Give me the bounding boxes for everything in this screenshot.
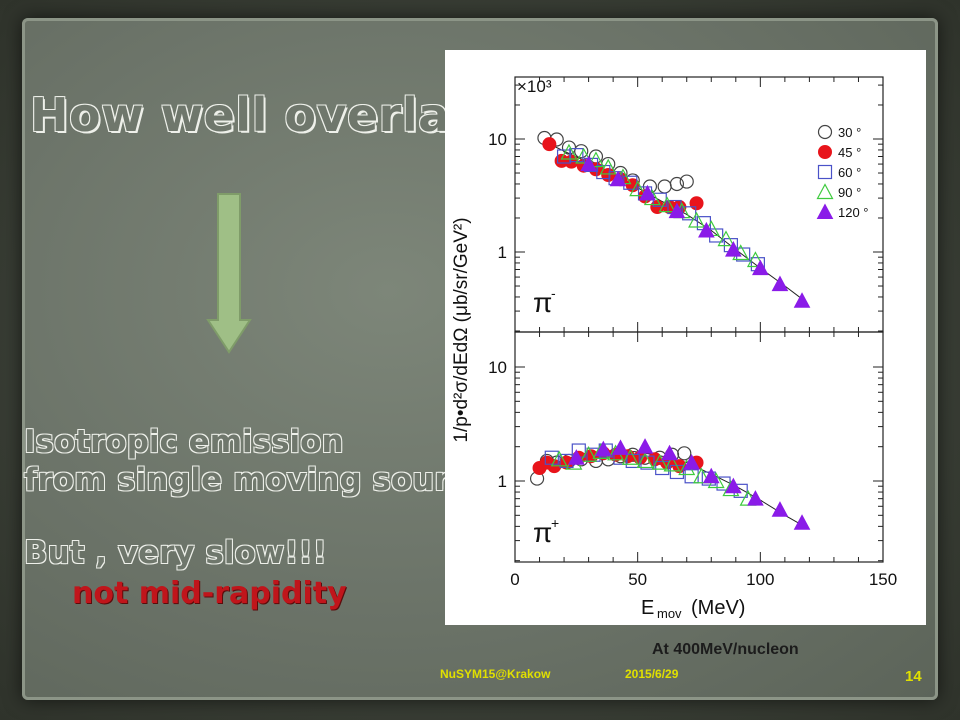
- data-point: [669, 176, 685, 192]
- x-axis-unit: (MeV): [691, 597, 745, 619]
- legend-label: 120 °: [838, 205, 869, 220]
- data-point: [657, 179, 672, 194]
- legend-marker: [816, 203, 834, 219]
- data-point: [621, 448, 639, 465]
- data-point: [636, 452, 654, 469]
- legend-marker: [817, 164, 833, 180]
- data-point: [682, 206, 697, 221]
- body-line-1: Isotropic emission: [24, 424, 344, 460]
- data-point: [698, 221, 715, 238]
- legend-marker: [817, 124, 833, 140]
- data-point: [684, 469, 699, 484]
- data-point: [550, 450, 568, 467]
- data-point: [612, 439, 629, 455]
- panel-label: π: [533, 517, 552, 548]
- body-line-2: from single moving source: [24, 462, 489, 498]
- legend-label: 90 °: [838, 185, 861, 200]
- plot-frame: [514, 331, 884, 563]
- data-point: [793, 514, 811, 530]
- data-point: [636, 438, 654, 454]
- legend-label: 60 °: [838, 165, 861, 180]
- data-point: [639, 184, 656, 201]
- x-tick-label: 100: [746, 570, 774, 589]
- data-point: [542, 137, 557, 152]
- panel-label-sup: +: [551, 515, 559, 531]
- data-point: [702, 467, 720, 484]
- y-tick-label: 1: [498, 472, 507, 491]
- x-tick-label: 150: [869, 570, 897, 589]
- data-point: [658, 196, 676, 213]
- data-point: [574, 144, 589, 159]
- data-point: [544, 450, 559, 465]
- data-point: [683, 454, 700, 470]
- legend-label: 30 °: [838, 125, 861, 140]
- data-point: [746, 251, 764, 268]
- y-tick-label: 10: [488, 130, 507, 149]
- data-point: [725, 477, 742, 494]
- data-point: [793, 292, 811, 308]
- data-point: [580, 155, 597, 172]
- y-tick-label: 10: [488, 358, 507, 377]
- data-point: [556, 149, 572, 164]
- data-point: [609, 170, 627, 187]
- data-point: [725, 241, 742, 257]
- data-point: [688, 211, 706, 228]
- data-point: [587, 151, 605, 168]
- legend-label: 45 °: [838, 145, 861, 160]
- data-point: [668, 202, 686, 219]
- data-point: [747, 490, 764, 506]
- slide-title: How well overlap?: [30, 88, 511, 142]
- data-point: [692, 467, 710, 484]
- down-arrow-icon: [206, 193, 252, 354]
- data-point: [601, 168, 616, 183]
- data-point: [655, 460, 670, 476]
- data-point: [651, 453, 669, 470]
- footer-date: 2015/6/29: [625, 667, 679, 681]
- data-point: [594, 440, 612, 457]
- x-axis-label: E: [641, 597, 654, 619]
- x-axis-label-sub: mov: [657, 606, 682, 621]
- data-point: [771, 501, 789, 517]
- panel-label-sup: -: [551, 285, 556, 301]
- footer-left: NuSYM15@Krakow: [440, 667, 551, 681]
- data-point: [751, 259, 769, 276]
- body-line-4: not mid-rapidity: [72, 576, 347, 611]
- data-point: [717, 230, 735, 247]
- y-tick-label: 1: [498, 243, 507, 262]
- panel-label: π: [533, 287, 552, 318]
- data-point: [771, 275, 789, 292]
- data-point: [629, 180, 647, 197]
- x-tick-label: 50: [628, 570, 647, 589]
- body-line-3: But , very slow!!!: [24, 535, 327, 571]
- data-point: [599, 158, 617, 175]
- data-point: [661, 444, 678, 461]
- data-point: [561, 140, 577, 155]
- y-multiplier: ×10³: [517, 77, 552, 96]
- legend-marker: [816, 183, 834, 200]
- x-tick-label: 0: [510, 570, 519, 589]
- legend-marker: [818, 145, 832, 159]
- data-point: [560, 143, 578, 160]
- chart-caption: At 400MeV/nucleon: [652, 641, 799, 658]
- data-point: [567, 449, 585, 465]
- data-point: [679, 174, 694, 189]
- y-axis-label: 1/p•d²σ/dEdΩ (μb/sr/GeV²): [451, 217, 472, 442]
- data-point: [689, 196, 704, 211]
- page-number: 14: [905, 668, 922, 685]
- data-point: [575, 147, 593, 164]
- data-point: [640, 455, 655, 470]
- data-point: [580, 445, 598, 462]
- data-point: [677, 446, 692, 461]
- data-point: [663, 455, 681, 472]
